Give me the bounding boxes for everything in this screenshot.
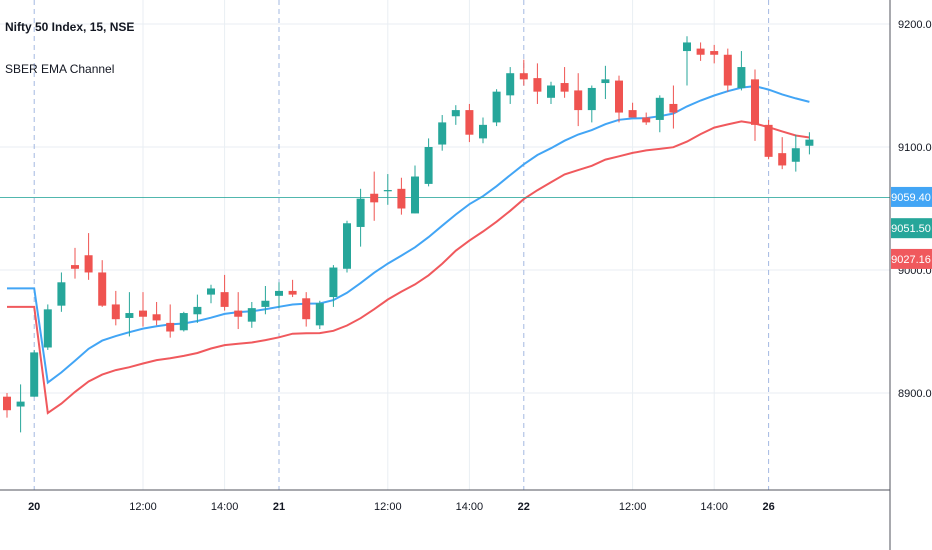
- candle-body[interactable]: [3, 397, 11, 411]
- y-tick-label: 9100.00: [898, 142, 932, 154]
- candle-body[interactable]: [561, 83, 569, 92]
- candle-body[interactable]: [139, 311, 147, 317]
- candle-body[interactable]: [656, 98, 664, 120]
- candle-body[interactable]: [805, 140, 813, 146]
- candle-body[interactable]: [261, 301, 269, 307]
- candle-body[interactable]: [724, 55, 732, 86]
- candle-body[interactable]: [17, 402, 25, 407]
- candle-body[interactable]: [44, 309, 52, 347]
- x-tick-label: 22: [518, 501, 530, 513]
- candle-body[interactable]: [669, 104, 677, 113]
- candle-body[interactable]: [207, 288, 215, 294]
- candle-body[interactable]: [615, 81, 623, 113]
- candle-body[interactable]: [547, 86, 555, 98]
- candle-body[interactable]: [397, 189, 405, 209]
- candle-body[interactable]: [180, 313, 188, 330]
- y-tick-label: 9200.00: [898, 19, 932, 31]
- x-tick-label: 12:00: [374, 501, 402, 513]
- candle-body[interactable]: [57, 282, 65, 305]
- x-tick-label: 20: [28, 501, 40, 513]
- x-tick-label: 14:00: [456, 501, 484, 513]
- candle-body[interactable]: [710, 51, 718, 55]
- ema-upper-line[interactable]: [7, 86, 809, 383]
- candle-body[interactable]: [642, 117, 650, 122]
- candle-body[interactable]: [751, 79, 759, 125]
- candle-body[interactable]: [193, 307, 201, 314]
- candle-body[interactable]: [506, 73, 514, 95]
- symbol-legend[interactable]: Nifty 50 Index, 15, NSE: [5, 20, 134, 34]
- candle-body[interactable]: [275, 291, 283, 296]
- candle-body[interactable]: [125, 313, 133, 318]
- y-tick-label: 8900.00: [898, 388, 932, 400]
- candle-body[interactable]: [384, 190, 392, 191]
- candle-body[interactable]: [30, 352, 38, 396]
- candle-body[interactable]: [479, 125, 487, 139]
- candle-body[interactable]: [778, 153, 786, 165]
- candle-body[interactable]: [533, 78, 541, 92]
- candle-body[interactable]: [85, 255, 93, 272]
- candle-body[interactable]: [302, 298, 310, 319]
- candle-body[interactable]: [493, 92, 501, 123]
- candle-body[interactable]: [601, 79, 609, 83]
- candle-body[interactable]: [316, 303, 324, 325]
- ema-lower-line[interactable]: [7, 121, 809, 413]
- candle-body[interactable]: [166, 323, 174, 332]
- candle-body[interactable]: [737, 67, 745, 88]
- candle-body[interactable]: [112, 304, 120, 319]
- x-tick-label: 12:00: [619, 501, 647, 513]
- price-label: 9027.16: [891, 254, 931, 266]
- candle-body[interactable]: [588, 88, 596, 110]
- candle-body[interactable]: [329, 268, 337, 298]
- candle-body[interactable]: [683, 42, 691, 51]
- candle-body[interactable]: [425, 147, 433, 184]
- x-tick-label: 21: [273, 501, 285, 513]
- candle-body[interactable]: [98, 272, 106, 305]
- price-label: 9059.40: [891, 192, 931, 204]
- candle-body[interactable]: [465, 110, 473, 135]
- candle-body[interactable]: [452, 110, 460, 116]
- candle-body[interactable]: [357, 199, 365, 227]
- candle-body[interactable]: [574, 90, 582, 110]
- candle-body[interactable]: [153, 314, 161, 320]
- x-tick-label: 26: [762, 501, 774, 513]
- candle-body[interactable]: [71, 265, 79, 269]
- x-tick-label: 14:00: [211, 501, 239, 513]
- candle-body[interactable]: [248, 308, 256, 322]
- candle-body[interactable]: [792, 148, 800, 162]
- candle-body[interactable]: [221, 292, 229, 307]
- price-chart[interactable]: 9200.009100.009000.008900.002012:0014:00…: [0, 0, 932, 550]
- candle-body[interactable]: [697, 49, 705, 55]
- indicator-legend[interactable]: SBER EMA Channel: [5, 62, 114, 76]
- x-tick-label: 12:00: [129, 501, 157, 513]
- candle-body[interactable]: [765, 125, 773, 157]
- candle-body[interactable]: [629, 110, 637, 117]
- candle-body[interactable]: [438, 122, 446, 144]
- x-tick-label: 14:00: [700, 501, 728, 513]
- candle-body[interactable]: [411, 177, 419, 214]
- candle-body[interactable]: [370, 194, 378, 203]
- price-label: 9051.50: [891, 223, 931, 235]
- candle-body[interactable]: [343, 223, 351, 269]
- candle-body[interactable]: [234, 311, 242, 317]
- candle-body[interactable]: [289, 291, 297, 295]
- candle-body[interactable]: [520, 73, 528, 79]
